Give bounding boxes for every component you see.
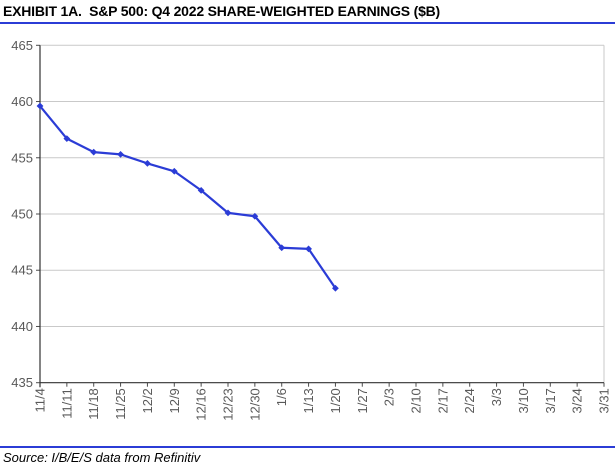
x-tick-label: 2/17 [435, 388, 450, 413]
x-tick-label: 12/9 [167, 388, 182, 413]
chart-title: EXHIBIT 1A. S&P 500: Q4 2022 SHARE-WEIGH… [3, 3, 441, 19]
y-tick-label: 465 [11, 38, 33, 53]
data-point-marker [332, 284, 339, 292]
y-tick-label: 450 [11, 207, 33, 222]
x-tick-label: 3/17 [543, 388, 558, 413]
x-tick-label: 1/13 [301, 388, 316, 413]
x-tick-label: 11/18 [86, 388, 101, 420]
x-tick-label: 2/10 [409, 388, 424, 413]
x-tick-label: 3/24 [570, 388, 585, 413]
data-point-marker [224, 209, 232, 217]
x-tick-label: 12/23 [221, 388, 236, 421]
x-tick-label: 3/10 [516, 388, 531, 413]
x-tick-label: 11/11 [59, 388, 74, 419]
x-tick-label: 2/3 [382, 388, 397, 406]
data-point-marker [170, 167, 178, 175]
x-tick-label: 12/30 [247, 388, 262, 421]
x-tick-label: 12/2 [140, 388, 155, 413]
data-point-marker [251, 212, 259, 220]
x-tick-label: 1/27 [355, 388, 370, 413]
x-tick-label: 3/31 [597, 388, 612, 413]
data-point-marker [278, 244, 286, 252]
x-tick-label: 11/25 [113, 388, 128, 420]
x-tick-label: 1/6 [274, 388, 289, 406]
data-point-marker [305, 245, 312, 253]
data-point-marker [63, 135, 71, 143]
data-point-marker [144, 159, 151, 167]
data-point-marker [36, 102, 44, 110]
y-tick-label: 460 [11, 94, 33, 109]
series-line [38, 104, 337, 290]
y-tick-label: 440 [11, 319, 33, 334]
x-tick-label: 3/3 [489, 388, 504, 406]
source-text: Source: I/B/E/S data from Refinitiv [3, 450, 201, 465]
x-tick-label: 12/16 [194, 388, 209, 421]
x-tick-label: 2/24 [462, 388, 477, 413]
data-point-marker [90, 148, 98, 156]
y-tick-label: 455 [11, 150, 33, 165]
x-tick-label: 1/20 [328, 388, 343, 413]
data-point-marker [197, 186, 205, 194]
title-divider [0, 22, 615, 24]
y-tick-label: 435 [11, 375, 33, 390]
y-tick-label: 445 [11, 263, 33, 278]
x-tick-label: 11/4 [33, 388, 48, 412]
footer-divider [0, 446, 615, 448]
data-point-marker [117, 150, 124, 158]
